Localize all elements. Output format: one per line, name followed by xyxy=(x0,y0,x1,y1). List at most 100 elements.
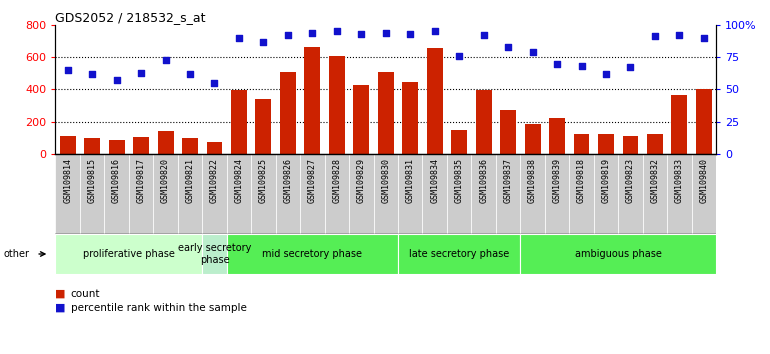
Text: GSM109830: GSM109830 xyxy=(381,158,390,203)
Point xyxy=(527,49,539,55)
Bar xyxy=(671,95,688,154)
Bar xyxy=(521,154,545,234)
Bar xyxy=(496,154,521,234)
Text: GSM109824: GSM109824 xyxy=(234,158,243,203)
Bar xyxy=(325,154,349,234)
Bar xyxy=(349,154,373,234)
Bar xyxy=(206,142,223,154)
Bar xyxy=(574,134,590,154)
Bar xyxy=(423,154,447,234)
Text: GSM109828: GSM109828 xyxy=(333,158,341,203)
Text: GSM109823: GSM109823 xyxy=(626,158,635,203)
Point xyxy=(282,32,294,38)
Bar xyxy=(691,154,716,234)
Bar xyxy=(569,154,594,234)
Text: GSM109815: GSM109815 xyxy=(88,158,97,203)
Bar xyxy=(133,137,149,154)
Bar xyxy=(182,138,198,154)
Point xyxy=(429,28,441,34)
Bar xyxy=(55,234,203,274)
Bar xyxy=(471,154,496,234)
Point xyxy=(575,63,588,69)
Point xyxy=(551,61,563,67)
Bar xyxy=(276,154,300,234)
Point xyxy=(404,31,417,37)
Bar xyxy=(447,154,471,234)
Text: ■: ■ xyxy=(55,289,66,299)
Bar xyxy=(622,136,638,154)
Point xyxy=(330,28,343,34)
Bar xyxy=(329,56,345,154)
Text: GDS2052 / 218532_s_at: GDS2052 / 218532_s_at xyxy=(55,11,206,24)
Point xyxy=(209,80,221,86)
Text: GSM109829: GSM109829 xyxy=(357,158,366,203)
Point xyxy=(502,44,514,50)
Text: proliferative phase: proliferative phase xyxy=(83,249,175,259)
Bar xyxy=(549,118,565,154)
Bar xyxy=(427,48,443,154)
Bar xyxy=(256,99,271,154)
Bar xyxy=(402,82,418,154)
Text: percentile rank within the sample: percentile rank within the sample xyxy=(71,303,246,313)
Text: mid secretory phase: mid secretory phase xyxy=(263,249,363,259)
Bar xyxy=(226,154,251,234)
Bar xyxy=(524,124,541,154)
Bar xyxy=(304,47,320,154)
Bar xyxy=(158,131,173,154)
Bar xyxy=(300,154,325,234)
Text: GSM109819: GSM109819 xyxy=(601,158,611,203)
Bar xyxy=(353,85,370,154)
Point xyxy=(477,32,490,38)
Bar xyxy=(80,154,105,234)
Point xyxy=(159,57,172,63)
Text: GSM109816: GSM109816 xyxy=(112,158,121,203)
Bar xyxy=(203,234,226,274)
Bar xyxy=(521,234,716,274)
Text: count: count xyxy=(71,289,100,299)
Bar xyxy=(667,154,691,234)
Text: late secretory phase: late secretory phase xyxy=(409,249,509,259)
Text: GSM109821: GSM109821 xyxy=(186,158,195,203)
Point xyxy=(233,35,245,40)
Text: ■: ■ xyxy=(55,303,66,313)
Text: GSM109814: GSM109814 xyxy=(63,158,72,203)
Text: GSM109837: GSM109837 xyxy=(504,158,513,203)
Text: GSM109834: GSM109834 xyxy=(430,158,439,203)
Bar xyxy=(696,89,711,154)
Bar xyxy=(55,154,80,234)
Bar xyxy=(378,72,393,154)
Bar xyxy=(60,136,75,154)
Bar xyxy=(618,154,643,234)
Bar xyxy=(251,154,276,234)
Text: early secretory
phase: early secretory phase xyxy=(178,243,251,265)
Bar xyxy=(647,134,663,154)
Point xyxy=(110,78,122,83)
Bar xyxy=(178,154,203,234)
Text: GSM109838: GSM109838 xyxy=(528,158,537,203)
Point xyxy=(698,35,710,40)
Text: GSM109826: GSM109826 xyxy=(283,158,293,203)
Bar xyxy=(231,90,247,154)
Point xyxy=(62,67,74,73)
Text: GSM109820: GSM109820 xyxy=(161,158,170,203)
Text: GSM109817: GSM109817 xyxy=(136,158,146,203)
Point xyxy=(355,31,367,37)
Bar xyxy=(500,110,516,154)
Bar xyxy=(545,154,569,234)
Point xyxy=(600,71,612,77)
Point xyxy=(86,71,99,77)
Text: GSM109827: GSM109827 xyxy=(308,158,317,203)
Bar xyxy=(451,130,467,154)
Point xyxy=(135,70,147,75)
Bar xyxy=(398,154,423,234)
Bar xyxy=(129,154,153,234)
Bar xyxy=(476,90,491,154)
Bar xyxy=(109,140,125,154)
Bar xyxy=(203,154,226,234)
Bar xyxy=(598,134,614,154)
Point xyxy=(257,39,270,44)
Point xyxy=(673,32,685,38)
Text: other: other xyxy=(4,249,30,259)
Text: ambiguous phase: ambiguous phase xyxy=(574,249,661,259)
Text: GSM109818: GSM109818 xyxy=(577,158,586,203)
